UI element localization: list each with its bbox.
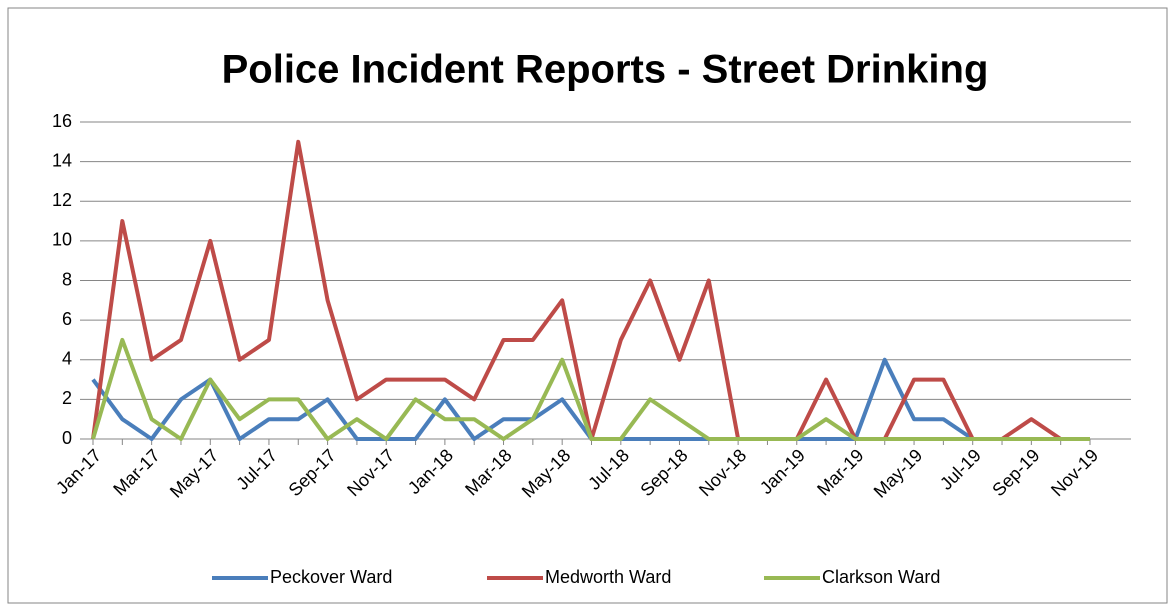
y-tick-label: 14 <box>52 150 72 170</box>
y-tick-label: 16 <box>52 111 72 131</box>
chart-title: Police Incident Reports - Street Drinkin… <box>222 48 989 92</box>
y-tick-label: 0 <box>62 428 72 448</box>
legend-label: Peckover Ward <box>270 567 392 587</box>
y-tick-label: 2 <box>62 388 72 408</box>
y-tick-label: 10 <box>52 230 72 250</box>
y-tick-label: 6 <box>62 309 72 329</box>
y-tick-label: 4 <box>62 349 72 369</box>
y-tick-label: 8 <box>62 269 72 289</box>
series-line <box>91 337 1090 441</box>
y-tick-label: 12 <box>52 190 72 210</box>
chart-frame <box>7 7 1168 604</box>
legend-label: Medworth Ward <box>545 567 671 587</box>
legend-label: Clarkson Ward <box>822 567 940 587</box>
